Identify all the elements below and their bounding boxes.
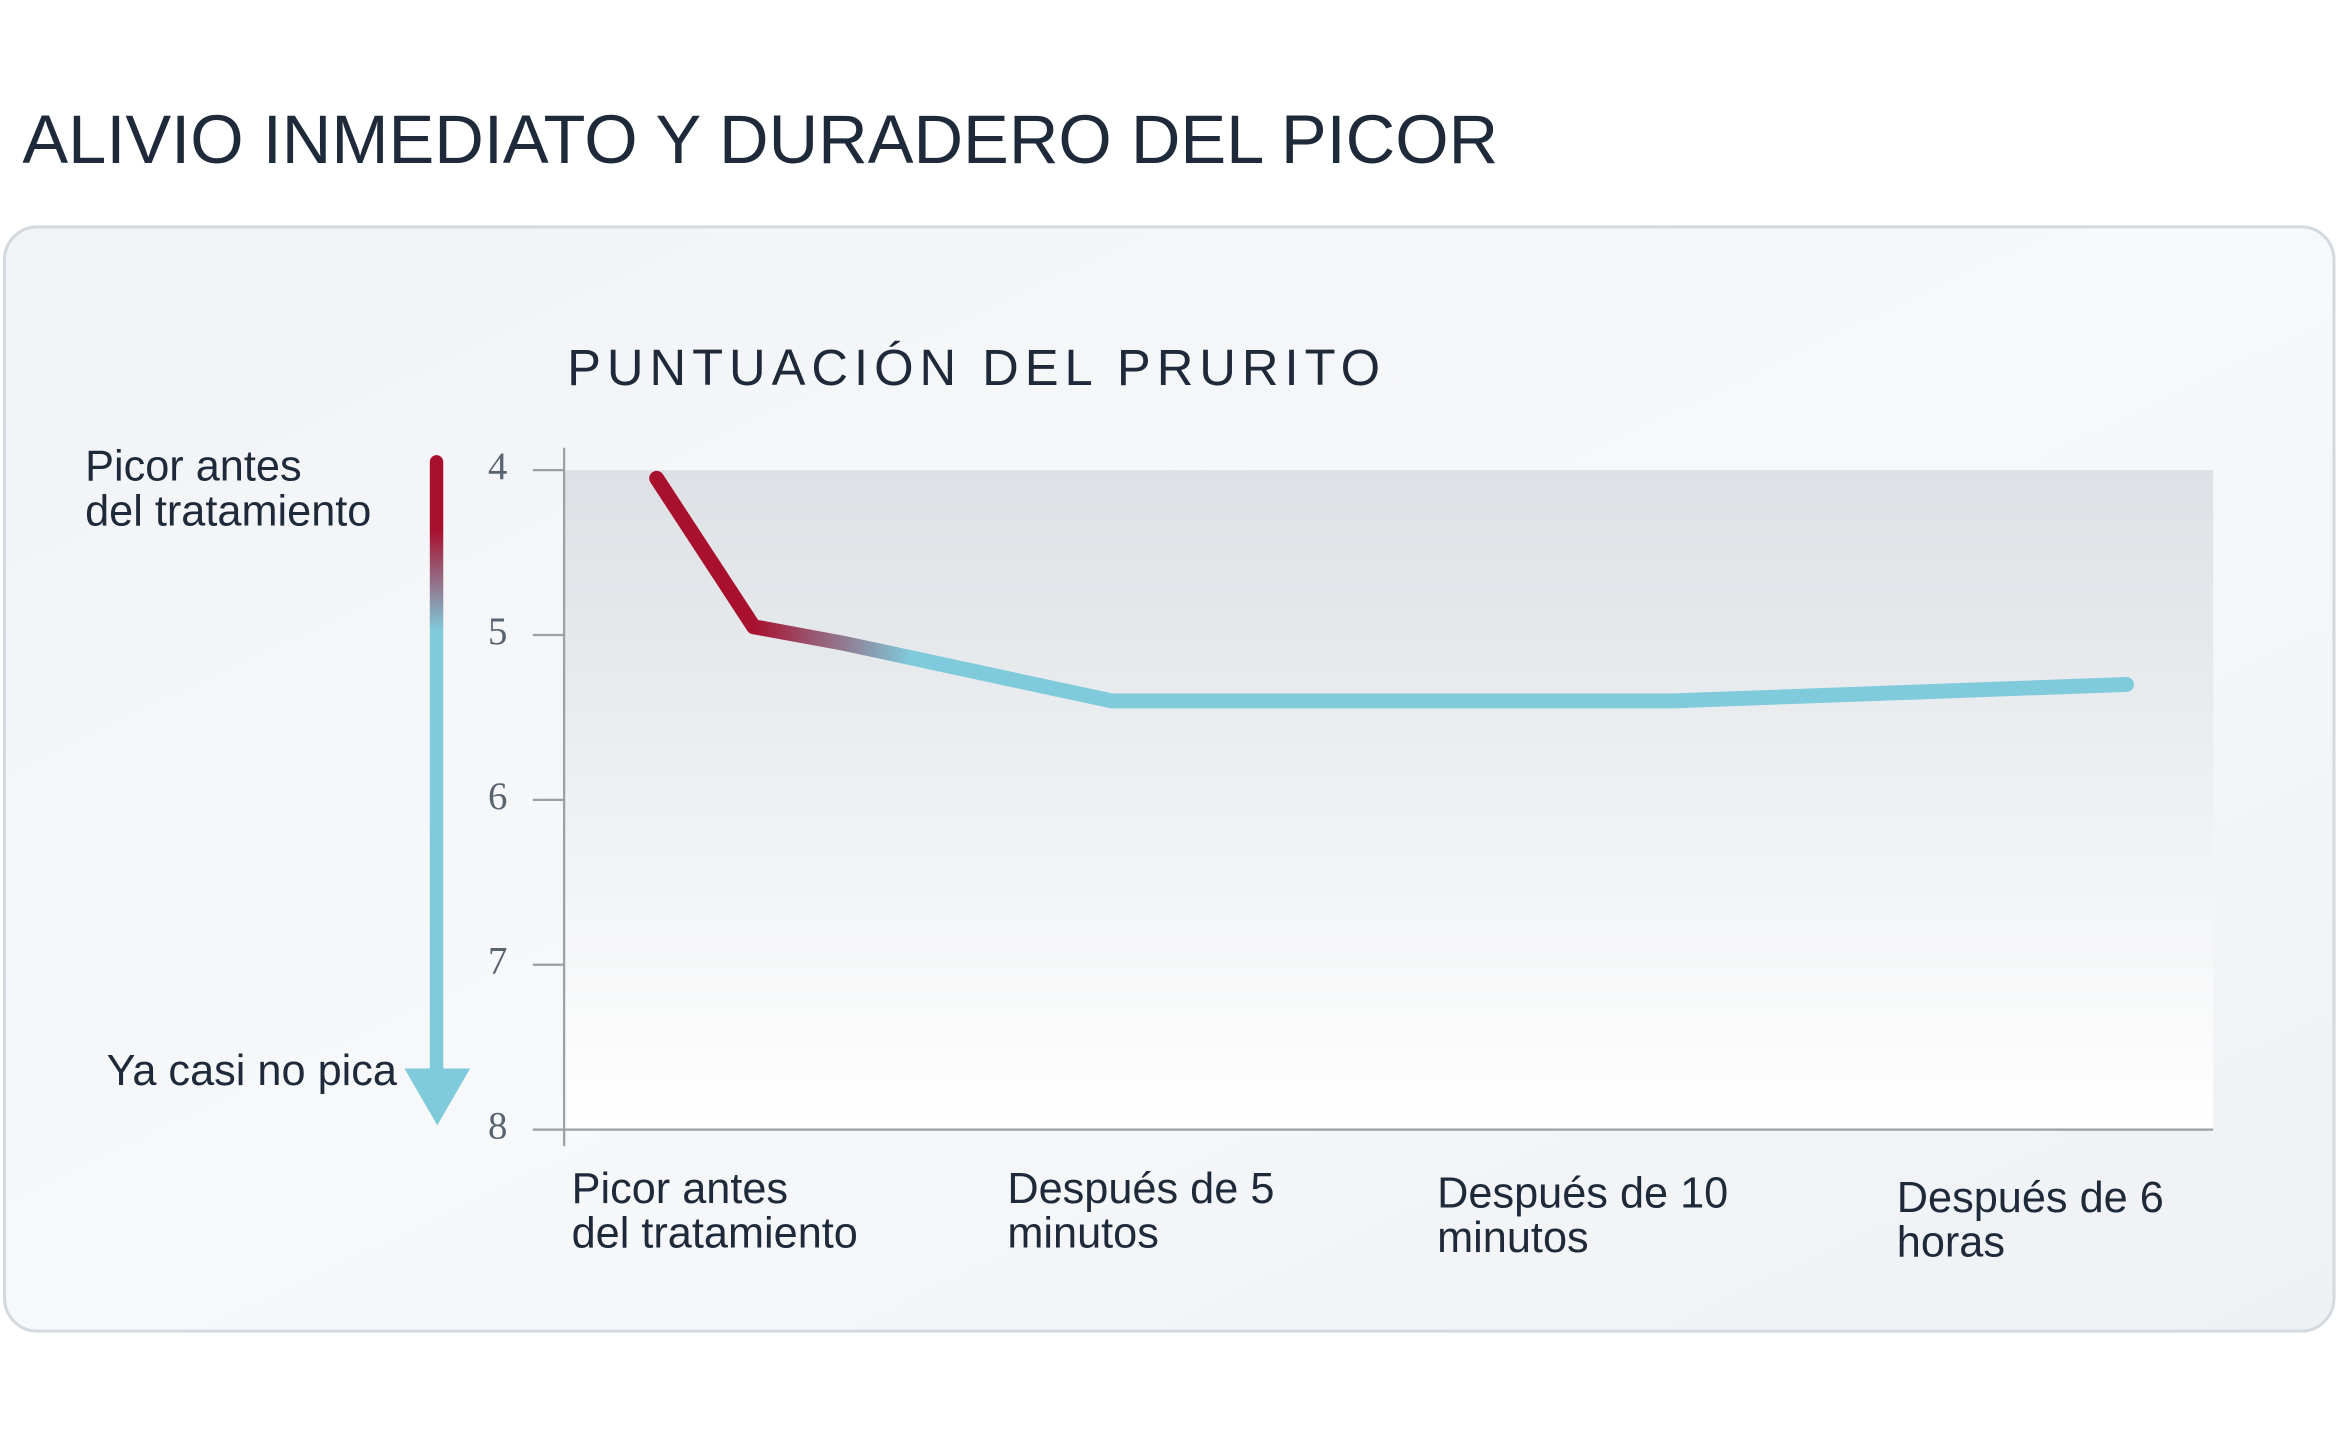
scale-arrow-head [404,1068,471,1126]
x-tick-label: Después de 6 horas [1896,1175,2164,1267]
x-tick-label: Picor antes del tratamiento [571,1166,858,1259]
x-tick-label-box: Después de 6 horas [1896,1175,2164,1267]
plot-area [564,470,2214,1130]
y-tick-label: 7 [488,940,507,983]
y-tick-label: 5 [488,610,507,653]
annotation-box: Picor antes del tratamiento [85,444,372,536]
chart-title: PUNTUACIÓN DEL PRURITO [567,339,1386,396]
annotation-box: Ya casi no pica [106,1049,397,1096]
annotation: Picor antes del tratamiento [85,444,372,536]
annotation: Ya casi no pica [106,1049,397,1096]
x-tick-label-box: Picor antes del tratamiento [571,1166,858,1259]
x-tick-label: Después de 10 minutos [1437,1171,1729,1263]
y-tick-label: 8 [488,1105,507,1148]
y-tick-label: 4 [488,445,507,488]
page-title: ALIVIO INMEDIATO Y DURADERO DEL PICOR [22,101,1498,178]
x-tick-label: Después de 5 minutos [1007,1166,1275,1259]
x-tick-label-box: Después de 10 minutos [1437,1171,1729,1263]
series-line [649,470,2135,709]
x-tick-label-box: Después de 5 minutos [1007,1166,1275,1259]
scale-arrow [429,455,444,1082]
y-tick-label: 6 [488,775,507,818]
